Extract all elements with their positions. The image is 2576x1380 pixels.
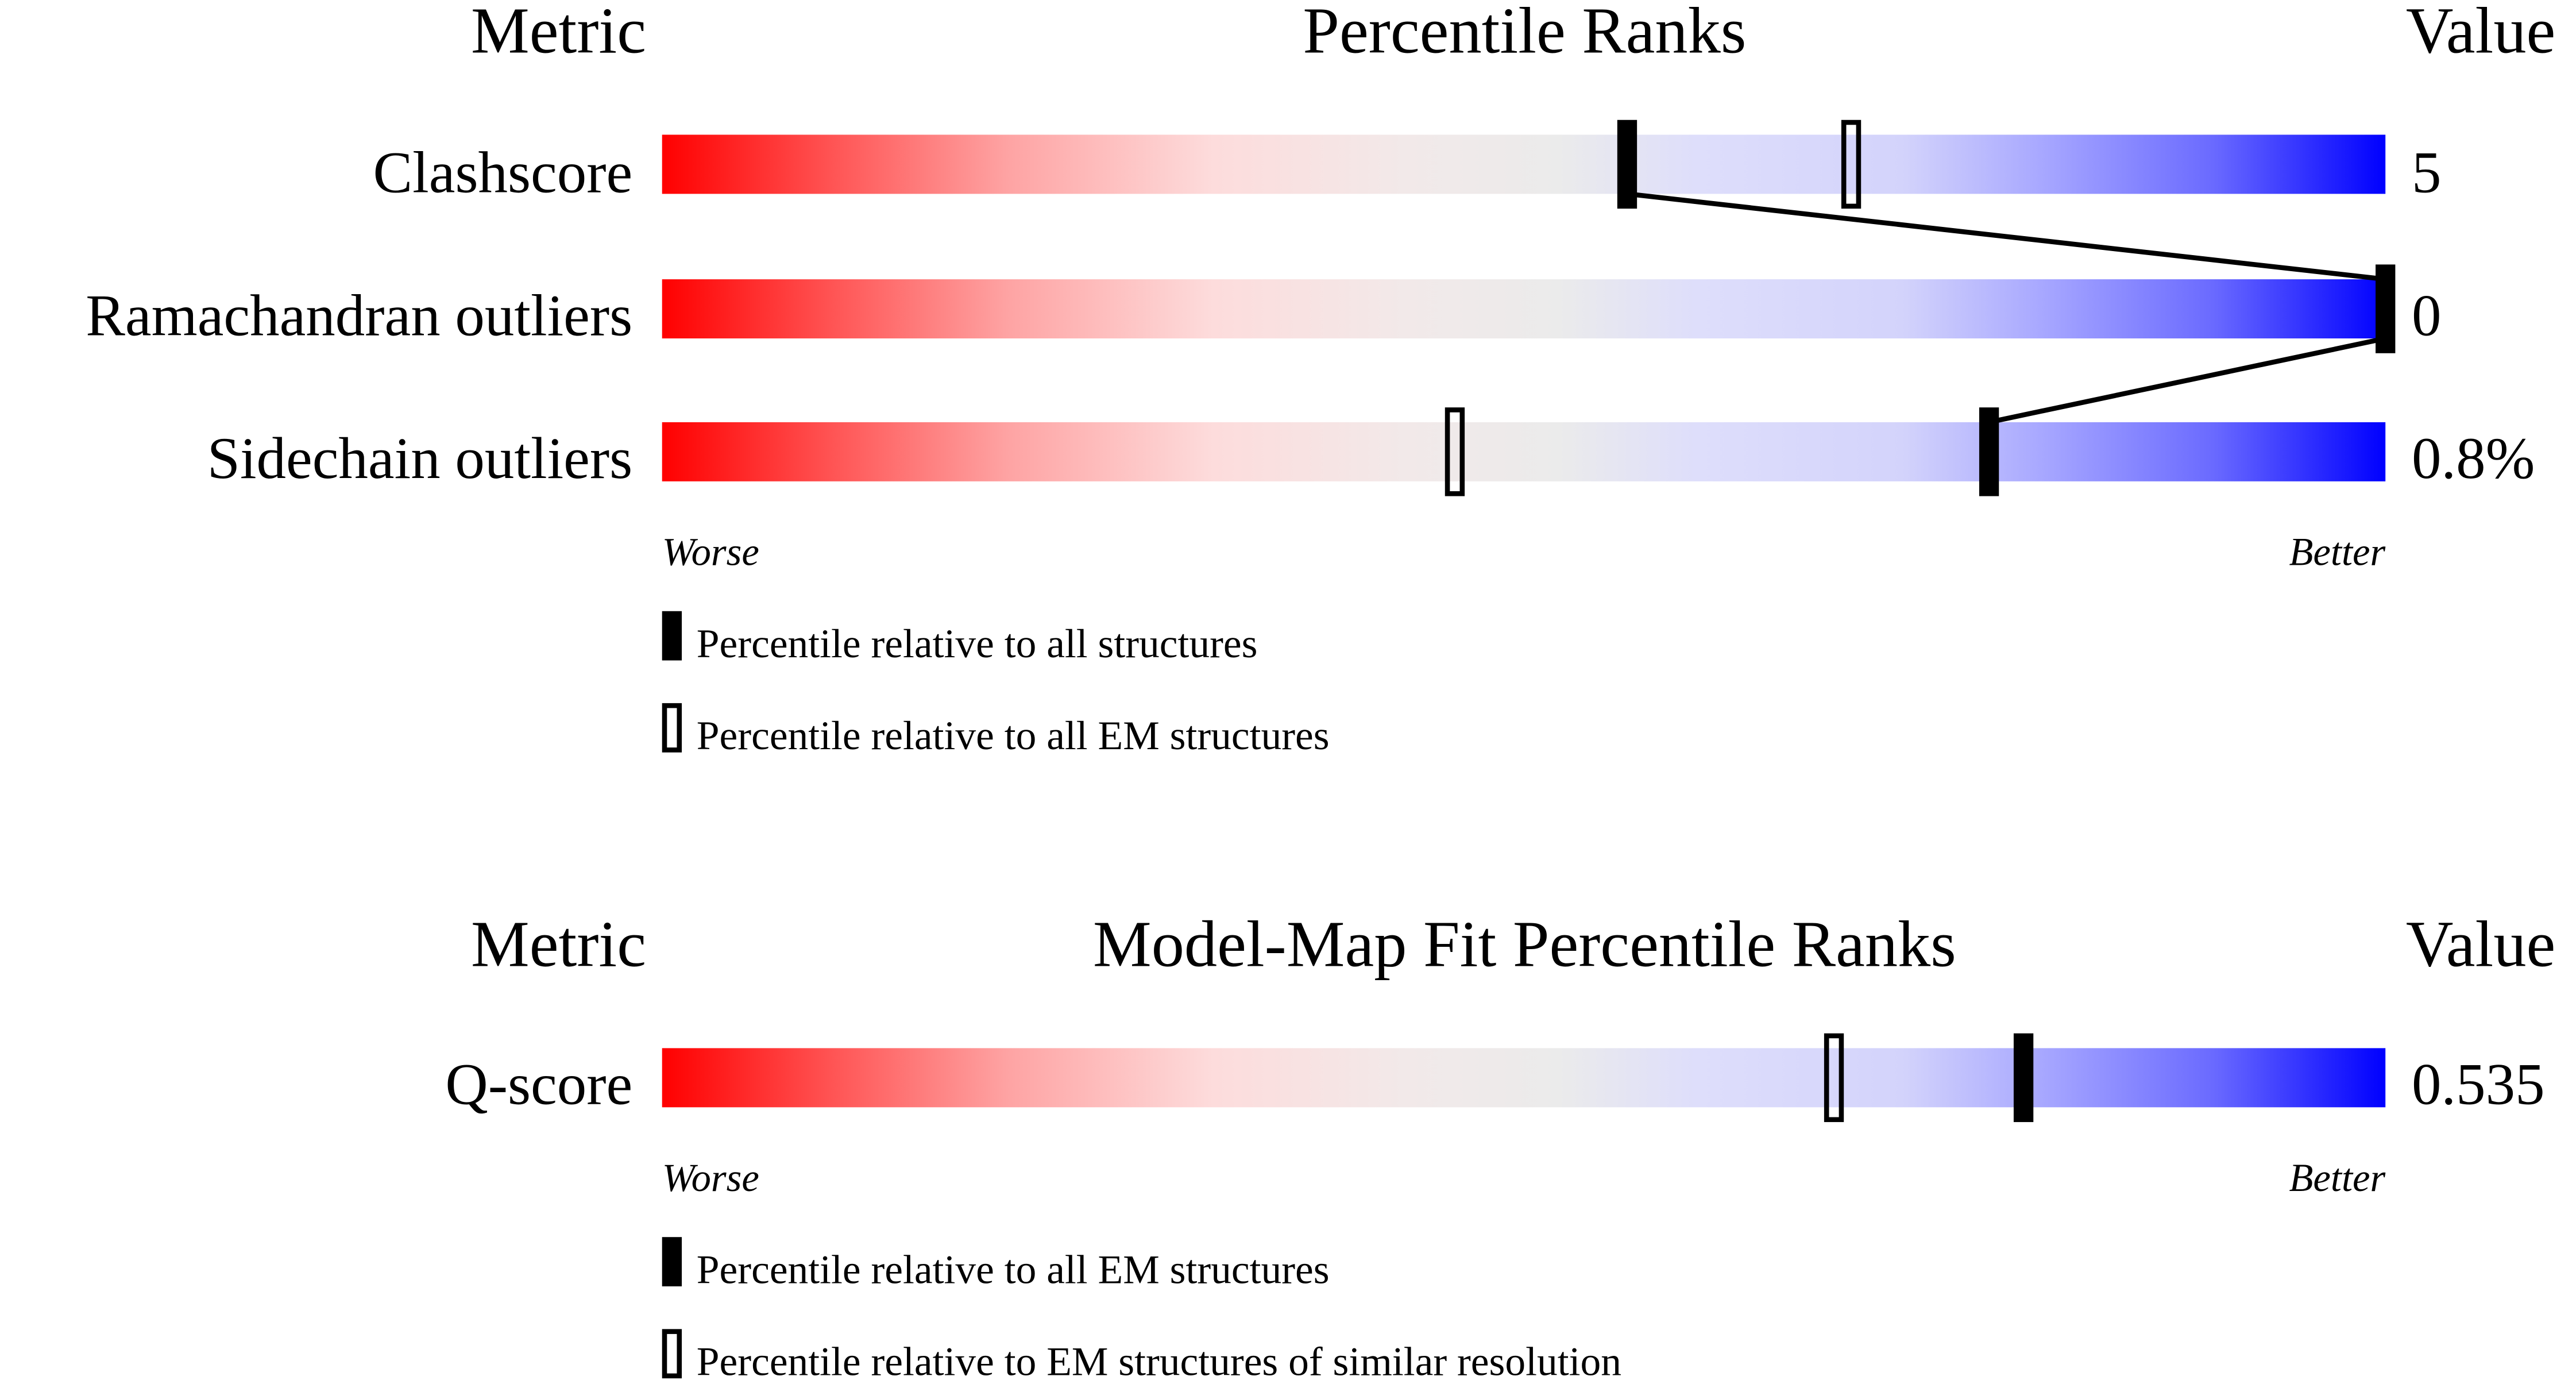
open-percentile-marker-sidechain-outliers (1445, 407, 1465, 496)
metric-label-sidechain: Sidechain outliers (207, 426, 633, 491)
worse-label: Worse (662, 530, 759, 574)
legend-open-label-2: Percentile relative to EM structures of … (697, 1339, 1621, 1380)
bar-sidechain (662, 422, 2386, 481)
connector-line (1988, 336, 2386, 425)
legend-open-marker-icon (662, 703, 682, 753)
metric-label-clashscore: Clashscore (373, 140, 632, 206)
legend-filled-label: Percentile relative to all structures (697, 621, 1258, 666)
metric-header-2: Metric (471, 907, 646, 980)
value-qscore: 0.535 (2412, 1052, 2545, 1117)
value-header-2: Value (2406, 907, 2555, 980)
open-percentile-marker-q-score (1824, 1033, 1844, 1123)
panel-percentile-ranks: Metric Percentile Ranks Value Clashscore… (86, 0, 2555, 758)
worse-label-2: Worse (662, 1156, 759, 1200)
value-ramachandran: 0 (2412, 283, 2441, 348)
legend-filled-label-2: Percentile relative to all EM structures (697, 1247, 1330, 1292)
metric-label-qscore: Q-score (445, 1052, 632, 1117)
open-percentile-marker-clashscore (1841, 120, 1861, 209)
bar-ramachandran (662, 279, 2386, 339)
connector-line (1627, 191, 2386, 282)
legend-filled-marker-icon-2 (662, 1237, 682, 1287)
legend-open-marker-icon-2 (662, 1329, 682, 1379)
filled-percentile-marker-sidechain-outliers (1979, 407, 1999, 496)
value-sidechain: 0.8% (2412, 426, 2535, 491)
filled-percentile-marker-clashscore (1617, 120, 1637, 209)
metric-label-ramachandran: Ramachandran outliers (86, 283, 632, 348)
better-label-2: Better (2289, 1156, 2385, 1200)
chart-title: Percentile Ranks (1303, 0, 1746, 67)
value-header: Value (2406, 0, 2555, 67)
metric-header: Metric (471, 0, 646, 67)
filled-percentile-marker-q-score (2013, 1033, 2034, 1123)
legend-open-label: Percentile relative to all EM structures (697, 713, 1330, 758)
panel-model-map-fit: Metric Model-Map Fit Percentile Ranks Va… (445, 907, 2555, 1380)
better-label: Better (2289, 530, 2385, 574)
bar-qscore (662, 1048, 2386, 1108)
markers-panel-1 (1445, 120, 2396, 496)
value-clashscore: 5 (2412, 140, 2441, 206)
filled-percentile-marker-ramachandran-outliers (2376, 264, 2396, 353)
legend-filled-marker-icon (662, 611, 682, 661)
markers-panel-2 (1824, 1033, 2034, 1123)
chart-title-2: Model-Map Fit Percentile Ranks (1093, 907, 1956, 980)
bar-clashscore (662, 134, 2386, 194)
